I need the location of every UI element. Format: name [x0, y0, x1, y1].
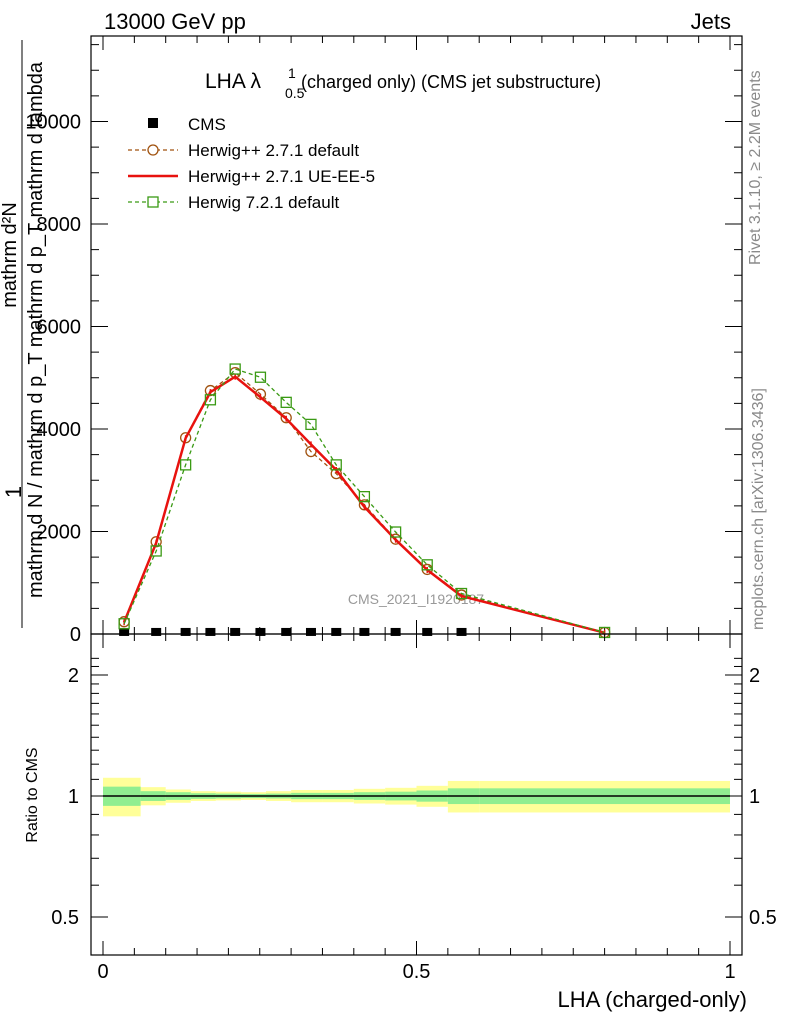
plot-title-sup: 1	[288, 65, 296, 81]
series-marker-circle	[389, 533, 402, 545]
legend-label: Herwig++ 2.7.1 default	[188, 141, 359, 160]
ratio-bands	[103, 777, 730, 817]
legend-swatch-square	[147, 196, 159, 208]
series-marker-square	[305, 418, 317, 431]
cms-data-point	[331, 627, 342, 636]
series-marker-square	[229, 363, 241, 375]
x-tick-label: 1	[724, 961, 735, 983]
cms-data-point	[205, 627, 216, 636]
series-marker-square	[358, 490, 371, 503]
cms-data-point	[305, 627, 316, 636]
cms-data-point	[255, 627, 266, 636]
header-energy-label: 13000 GeV pp	[104, 9, 246, 34]
legend-item: Herwig 7.2.1 default	[128, 193, 339, 212]
x-tick-label: 0.5	[403, 961, 431, 983]
cms-data-point	[119, 627, 130, 636]
series-marker-circle	[150, 536, 162, 548]
main-y-axis-label: 1 mathrm d²N mathrm d N / mathrm d p_T m…	[0, 40, 47, 628]
ratio-y-tick-label-right: 0.5	[749, 907, 777, 929]
ylabel-top: 1	[1, 486, 26, 498]
series-herwig-7-2-1-default	[118, 363, 611, 639]
plot-title-main: LHA λ	[205, 70, 262, 93]
cms-data-point	[281, 627, 292, 636]
legend-label: CMS	[188, 115, 226, 134]
series-marker-square	[179, 459, 192, 471]
main-plot: 0 2000 4000 6000 8000 10000 CMS_2021_I1920187…	[25, 35, 743, 646]
series-line	[123, 368, 605, 634]
ylabel-denominator: mathrm d N / mathrm d p_T mathrm d p_T m…	[25, 61, 47, 598]
rivet-version-label: Rivet 3.1.10, ≥ 2.2M events	[747, 70, 764, 265]
ratio-y-tick-label-right: 1	[749, 786, 760, 808]
series-marker-square	[254, 371, 267, 383]
series-marker-circle	[179, 432, 192, 444]
cms-data-point	[456, 627, 467, 636]
series-marker-circle	[204, 384, 217, 397]
ratio-y-tick-label-left: 2	[68, 665, 79, 687]
legend: CMS Herwig++ 2.7.1 default Herwig++ 2.7.1 …	[128, 115, 375, 212]
cms-data-point	[422, 627, 433, 636]
main-series	[118, 363, 611, 639]
cms-data-point	[390, 627, 401, 636]
ylabel-numerator: mathrm d²N	[0, 202, 21, 308]
header-category-label: Jets	[691, 9, 731, 34]
main-axis-ticks: 0 2000 4000 6000 8000 10000	[25, 36, 742, 646]
legend-swatch-square	[148, 118, 158, 128]
main-y-tick-label: 6000	[37, 317, 82, 339]
watermark-label: CMS_2021_I1920187	[348, 591, 484, 607]
cms-data-point	[151, 627, 162, 636]
legend-swatch-circle	[147, 144, 159, 156]
main-y-tick-label: 0	[70, 624, 81, 646]
series-marker-square	[150, 545, 162, 557]
legend-label: Herwig++ 2.7.1 UE-EE-5	[188, 167, 375, 186]
ratio-y-axis-label: Ratio to CMS	[24, 747, 41, 842]
series-marker-circle	[280, 412, 292, 424]
main-y-tick-label: 10000	[25, 112, 81, 134]
series-marker-square	[455, 587, 468, 600]
legend-item: Herwig++ 2.7.1 UE-EE-5	[128, 167, 375, 186]
series-marker-square	[204, 394, 217, 406]
series-cms	[119, 627, 467, 636]
plot-title-rest: (charged only) (CMS jet substructure)	[301, 72, 601, 92]
series-marker-square	[118, 618, 130, 630]
x-tick-label: 0	[97, 961, 108, 983]
ratio-axis-ticks: 0.5 0.5 1 1 2 2 0 0.5 1	[51, 634, 777, 983]
ratio-y-tick-label-left: 0.5	[51, 907, 79, 929]
plot-title: LHA λ 1 0.5 (charged only) (CMS jet subs…	[205, 65, 601, 101]
ratio-plot: 0.5 0.5 1 1 2 2 0 0.5 1	[51, 633, 777, 983]
ratio-y-tick-label-left: 1	[68, 786, 79, 808]
main-y-tick-label: 2000	[37, 522, 82, 544]
plot-title-sub: 0.5	[285, 85, 305, 101]
ratio-y-tick-label-right: 2	[749, 665, 760, 687]
series-marker-square	[421, 559, 433, 571]
svg-text:LHA λ: LHA λ	[205, 70, 262, 93]
main-y-tick-label: 4000	[37, 419, 82, 441]
series-marker-square	[389, 526, 402, 538]
legend-item: CMS	[148, 115, 226, 134]
series-marker-square	[330, 459, 342, 471]
cms-data-point	[180, 627, 191, 636]
cms-data-point	[230, 627, 241, 636]
legend-label: Herwig 7.2.1 default	[188, 193, 339, 212]
legend-item: Herwig++ 2.7.1 default	[128, 141, 359, 160]
series-marker-square	[280, 396, 292, 409]
mcplots-label: mcplots.cern.ch [arXiv:1306.3436]	[750, 388, 767, 630]
main-y-tick-label: 8000	[37, 214, 82, 236]
x-axis-label: LHA (charged-only)	[557, 987, 747, 1012]
cms-data-point	[359, 627, 370, 636]
